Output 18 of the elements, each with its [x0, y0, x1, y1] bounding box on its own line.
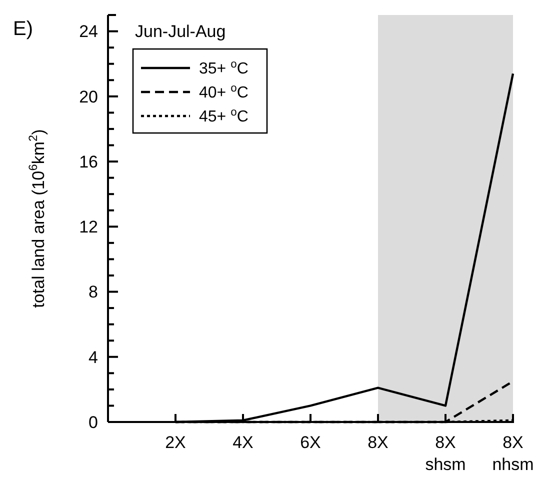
x-tick-label: 2X	[165, 433, 186, 452]
y-tick-label: 0	[88, 412, 98, 432]
x-tick-label: 4X	[232, 433, 254, 452]
legend-label: 45+ $^{o}$C	[199, 106, 248, 126]
x-tick-label: 6X	[300, 433, 321, 452]
x-tick-label: 8X shsm	[425, 433, 466, 474]
text: E)	[13, 18, 33, 40]
y-tick-label: 24	[79, 22, 98, 42]
chart-title: Jun-Jul-Aug	[135, 22, 226, 41]
y-tick-label: 12	[79, 218, 98, 237]
x-tick-label: 8X	[368, 433, 388, 452]
y-tick-label: 4	[88, 348, 98, 367]
y-tick-label: 16	[79, 152, 98, 172]
x-tick-label: 8X nhsm	[492, 433, 534, 474]
legend-label: 40+ $^{o}$C	[199, 82, 248, 102]
legend-label: 35+ $^{o}$C	[199, 58, 248, 78]
y-tick-label: 20	[79, 87, 98, 106]
y-tick-label: 8	[88, 282, 98, 302]
